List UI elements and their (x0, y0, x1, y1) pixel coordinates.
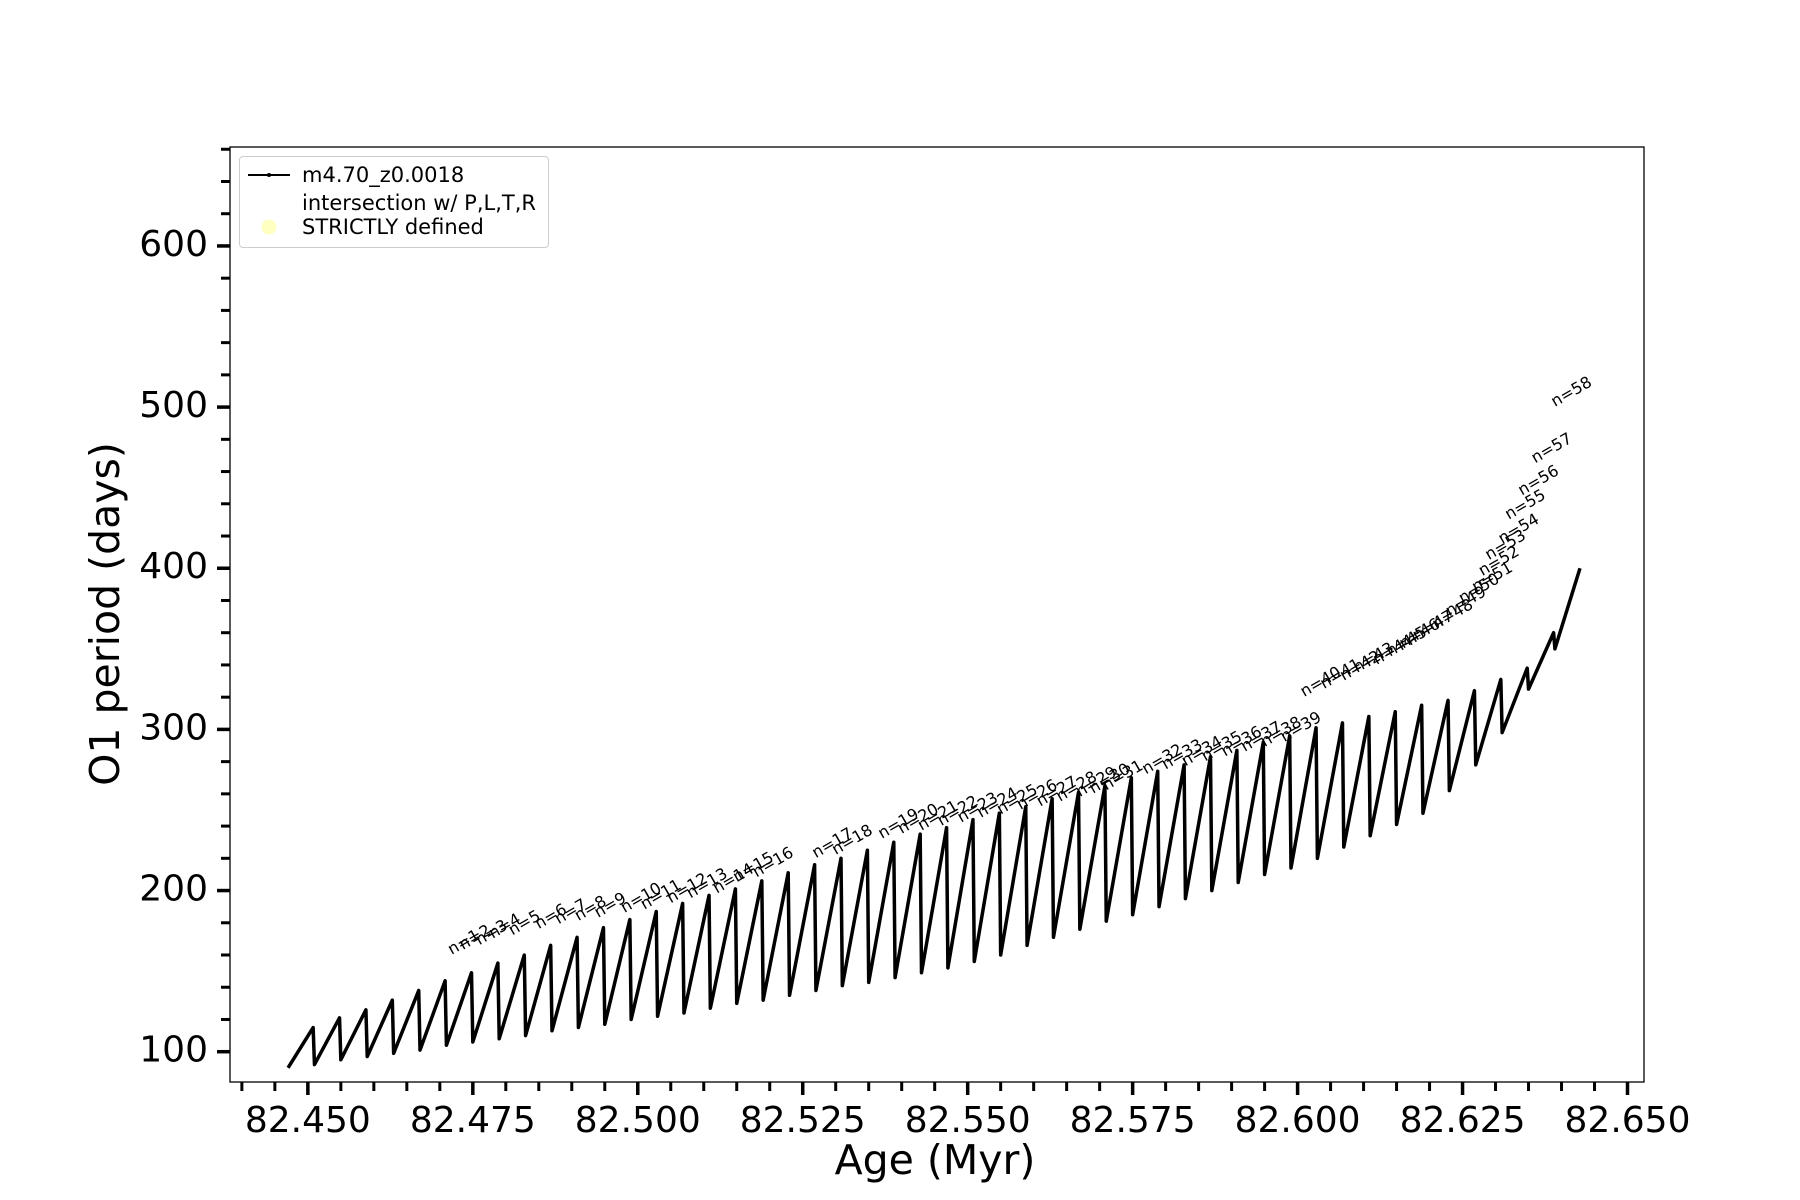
legend: m4.70_z0.0018 intersection w/ P,L,T,R STR… (239, 156, 549, 248)
legend-dot (267, 173, 271, 177)
legend-swatch (248, 173, 290, 177)
y-axis-label: O1 period (days) (81, 442, 129, 786)
annotation: n=58 (1547, 372, 1595, 410)
x-tick-label: 82.500 (575, 1100, 701, 1141)
legend-label: m4.70_z0.0018 (302, 163, 465, 187)
x-tick-label: 82.525 (740, 1100, 866, 1141)
legend-label: intersection w/ P,L,T,R STRICTLY defined (302, 191, 536, 239)
x-tick-label: 82.550 (905, 1100, 1031, 1141)
legend-key (240, 203, 302, 235)
x-tick-label: 82.650 (1565, 1100, 1691, 1141)
legend-swatch (261, 219, 277, 235)
x-axis-label: Age (Myr) (835, 1136, 1036, 1184)
y-tick-label: 100 (139, 1030, 208, 1071)
y-tick-label: 500 (139, 385, 208, 426)
x-tick-label: 82.575 (1070, 1100, 1196, 1141)
plot-frame (229, 146, 1645, 1083)
y-tick-label: 400 (139, 546, 208, 587)
x-tick-label: 82.625 (1400, 1100, 1526, 1141)
x-tick-label: 82.475 (410, 1100, 536, 1141)
x-tick-label: 82.450 (245, 1100, 371, 1141)
legend-dot (261, 219, 277, 235)
legend-key (240, 163, 302, 187)
data-line (286, 567, 1582, 1069)
legend-entry: intersection w/ P,L,T,R STRICTLY defined (240, 191, 536, 239)
y-tick-label: 300 (139, 707, 208, 748)
plot-area: 100 200 300 400 500 600 82.450 82.475 82.500 82.5… (139, 146, 1691, 1141)
y-tick-label: 600 (139, 224, 208, 265)
x-tick-label: 82.600 (1235, 1100, 1361, 1141)
legend-entry: m4.70_z0.0018 (240, 163, 464, 187)
y-tick-label: 200 (139, 869, 208, 910)
